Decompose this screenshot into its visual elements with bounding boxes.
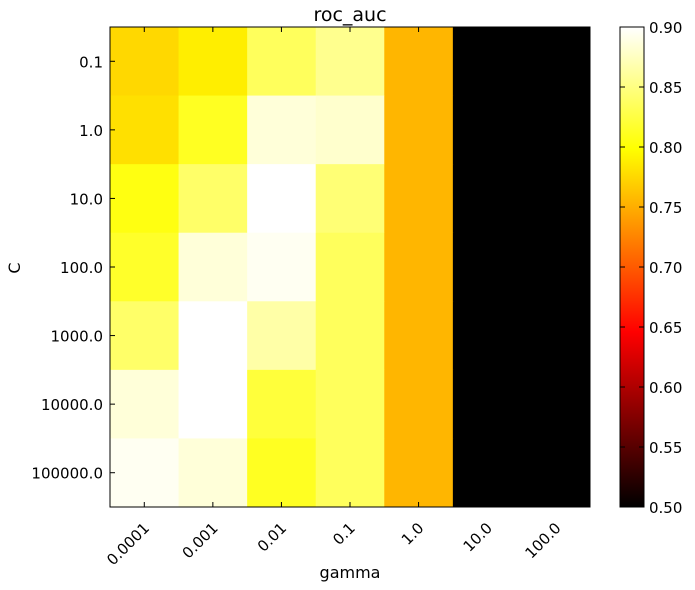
x-tick-label: 100.0 xyxy=(521,519,564,562)
heatmap-cell xyxy=(384,27,454,97)
y-tick-label: 100000.0 xyxy=(31,465,103,483)
heatmap-cell xyxy=(384,438,454,508)
x-tick-label: 0.0001 xyxy=(103,519,153,569)
colorbar-tick-label: 0.90 xyxy=(649,19,682,37)
heatmap-cell xyxy=(452,301,522,371)
heatmap-cell xyxy=(178,301,248,371)
heatmap-cell xyxy=(452,27,522,97)
colorbar-tick-label: 0.55 xyxy=(649,439,682,457)
heatmap-cell xyxy=(178,95,248,165)
heatmap-cell xyxy=(384,369,454,439)
heatmap-cell xyxy=(452,369,522,439)
x-tick-label: 0.1 xyxy=(329,519,359,549)
chart-title: roc_auc xyxy=(313,4,386,26)
heatmap-cell xyxy=(384,232,454,302)
heatmap-cell xyxy=(178,369,248,439)
heatmap-cell xyxy=(247,369,317,439)
heatmap-cell xyxy=(521,27,591,97)
heatmap-cell xyxy=(521,95,591,165)
heatmap-cell xyxy=(315,232,385,302)
heatmap-cell xyxy=(521,301,591,371)
colorbar-tick-label: 0.80 xyxy=(649,139,682,157)
y-tick-label: 100.0 xyxy=(60,259,103,277)
heatmap-cell xyxy=(315,164,385,234)
heatmap-cell xyxy=(452,438,522,508)
colorbar-tick-label: 0.85 xyxy=(649,79,682,97)
heatmap-cell xyxy=(178,164,248,234)
heatmap-cell xyxy=(315,95,385,165)
y-tick-label: 1.0 xyxy=(79,122,103,140)
colorbar-tick-label: 0.50 xyxy=(649,499,682,517)
x-tick-label: 10.0 xyxy=(460,519,496,555)
heatmap-cell xyxy=(315,301,385,371)
heatmap-cell xyxy=(452,95,522,165)
y-axis-label: C xyxy=(5,262,24,273)
heatmap-cell xyxy=(384,301,454,371)
x-tick-label: 0.01 xyxy=(254,519,290,555)
heatmap-cell xyxy=(178,27,248,97)
heatmap-cell xyxy=(521,369,591,439)
x-tick-label: 0.001 xyxy=(179,519,222,562)
heatmap-cell xyxy=(315,369,385,439)
x-tick-label: 1.0 xyxy=(398,519,428,549)
y-tick-label: 1000.0 xyxy=(51,328,104,346)
heatmap-cell xyxy=(247,27,317,97)
y-tick-label: 0.1 xyxy=(79,53,103,71)
colorbar-tick-label: 0.70 xyxy=(649,259,682,277)
colorbar-tick-label: 0.65 xyxy=(649,319,682,337)
heatmap-cell xyxy=(110,232,180,302)
heatmap-cell xyxy=(247,164,317,234)
heatmap-cell xyxy=(315,27,385,97)
heatmap-cell xyxy=(384,164,454,234)
heatmap-cell xyxy=(110,164,180,234)
colorbar-ticks: 0.50 0.55 0.60 0.65 0.70 0.75 0.80 0.85 0.90 xyxy=(620,19,682,517)
heatmap-cell xyxy=(247,232,317,302)
heatmap-cell xyxy=(452,164,522,234)
heatmap-cell xyxy=(178,232,248,302)
heatmap-cell xyxy=(110,438,180,508)
heatmap-cell xyxy=(247,438,317,508)
heatmap-cell xyxy=(521,164,591,234)
heatmap-cell xyxy=(247,95,317,165)
heatmap-cell xyxy=(110,301,180,371)
heatmap-cell xyxy=(110,369,180,439)
heatmap-cell xyxy=(315,438,385,508)
heatmap-cell xyxy=(110,95,180,165)
y-tick-label: 10000.0 xyxy=(41,396,103,414)
heatmap-cell xyxy=(452,232,522,302)
heatmap-cell xyxy=(110,27,180,97)
heatmap-cell xyxy=(521,232,591,302)
colorbar-tick-label: 0.75 xyxy=(649,199,682,217)
y-tick-label: 10.0 xyxy=(70,190,103,208)
heatmap-cell xyxy=(384,95,454,165)
x-axis-label: gamma xyxy=(320,563,381,582)
heatmap-cell xyxy=(247,301,317,371)
heatmap-cell xyxy=(521,438,591,508)
colorbar-tick-label: 0.60 xyxy=(649,379,682,397)
heatmap-cells xyxy=(110,27,591,508)
y-axis: 0.1 1.0 10.0 100.0 1000.0 10000.0 100000.0 xyxy=(31,53,590,483)
heatmap-cell xyxy=(178,438,248,508)
